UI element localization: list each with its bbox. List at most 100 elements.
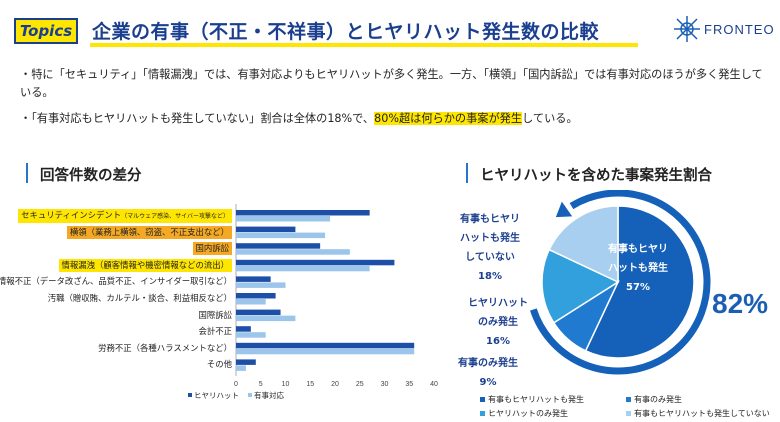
pie-label-yuji-only-value: 9%: [479, 377, 497, 388]
left-section-title: 回答件数の差分: [40, 168, 142, 184]
topics-badge: Topics: [14, 18, 78, 44]
pie-slice-hiyari-only: [541, 248, 620, 324]
bar-category-text: 横領（業務上横領、窃盗、不正支出など）: [69, 226, 229, 237]
bar-category-label: 情報漏洩（顧客情報や機密情報などの流出）: [58, 258, 232, 272]
pie-label-both-value: 57%: [626, 282, 650, 293]
pie-label-neither-value: 18%: [478, 271, 502, 282]
bar-hiyari-0: [236, 210, 370, 216]
right-section-marker: [466, 163, 468, 183]
pie-legend-neither: 有事もヒヤリハットも発生していない: [626, 408, 770, 419]
pie-label-both: 有事もヒヤリ ハットも発生 57%: [608, 240, 668, 297]
pie-label-hiyari-only-line2: のみ発生: [478, 317, 518, 328]
bar-hiyari-9: [236, 359, 256, 365]
bar-yuji-9: [236, 365, 246, 371]
pie-legend-hiyari-only: ヒヤリハットのみ発生: [480, 408, 568, 419]
bar-chart-svg: 0 5 10 15 20 25 30 35 40 ヒヤリハット 有事対応: [188, 204, 438, 400]
slide-title: 企業の有事（不正・不祥事）とヒヤリハット発生数の比較: [92, 21, 600, 43]
bar-category-label: 横領（業務上横領、窃盗、不正支出など）: [66, 225, 232, 239]
bar-category-text: 労務不正（各種ハラスメントなど）: [98, 342, 232, 353]
pie-label-hiyari-only-line1: ヒヤリハット: [468, 298, 528, 309]
bar-legend-swatch: [188, 393, 192, 397]
bar-category-label: 情報不正（データ改ざん、品質不正、インサイダー取引など）: [0, 275, 232, 288]
bar-hiyari-8: [236, 342, 415, 349]
pie-label-hiyari-only-value: 16%: [486, 336, 510, 347]
logo-text: FRONTEO: [704, 22, 775, 37]
bar-x-tick-label: 40: [430, 381, 438, 388]
bar-hiyari-4: [236, 276, 271, 282]
summary-bullets: ・特に「セキュリティ」「情報漏洩」では、有事対応よりもヒヤリハットが多く発生。一…: [20, 66, 765, 136]
bar-yuji-2: [236, 249, 350, 255]
bullet-2-text: ・「有事対応もヒヤリハットも発生していない」割合は全体の18%で、: [20, 112, 375, 125]
bar-hiyari-2: [236, 243, 321, 249]
bullet-2-highlight: 80%超は何らかの事案が発生: [374, 112, 523, 125]
bar-yuji-0: [236, 216, 331, 222]
pie-label-hiyari-only: ヒヤリハット のみ発生 16%: [468, 294, 528, 351]
slide-header: Topics 企業の有事（不正・不祥事）とヒヤリハット発生数の比較 FRONTE…: [0, 0, 780, 54]
right-section-title: ヒヤリハットを含めた事案発生割合: [480, 168, 712, 184]
bar-category-text: 汚職（贈収賄、カルテル・談合、利益相反など）: [47, 293, 232, 303]
pie-label-yuji-only: 有事のみ発生 9%: [458, 354, 518, 392]
pie-label-neither-line2: ハットも発生: [460, 233, 520, 244]
bullet-1-text: ・特に「セキュリティ」「情報漏洩」では、有事対応よりもヒヤリハットが多く発生。一…: [20, 68, 763, 99]
bar-yuji-4: [236, 282, 286, 288]
bar-category-label: 会計不正: [199, 325, 233, 338]
bar-yuji-3: [236, 265, 370, 272]
bar-x-tick-label: 20: [331, 381, 339, 388]
fronteo-logo: FRONTEO: [672, 14, 775, 46]
bar-x-tick-label: 5: [259, 381, 263, 388]
pie-label-neither-line1: 有事もヒヤリ: [460, 214, 520, 225]
bar-yuji-7: [236, 332, 266, 338]
pie-ring-arrow: [530, 190, 711, 375]
pie-ring-arrowhead: [555, 201, 573, 218]
pie-legend-yuji-only-label: 有事のみ発生: [634, 395, 682, 404]
pie-slice-both: [584, 205, 695, 359]
bar-x-tick-label: 10: [282, 381, 290, 388]
bar-category-label: セキュリティインシデント（マルウェア感染、サイバー攻撃など）: [18, 209, 232, 223]
bar-hiyari-3: [236, 259, 395, 266]
pie-legend-neither-label: 有事もヒヤリハットも発生していない: [634, 409, 770, 418]
bar-x-tick-label: 25: [356, 381, 364, 388]
bar-category-label: 国際訴訟: [199, 309, 233, 322]
bar-category-label: その他: [207, 358, 232, 371]
bar-category-text: 国内訴訟: [195, 243, 230, 254]
pie-legend-hiyari-only-label: ヒヤリハットのみ発生: [488, 409, 568, 418]
bar-x-tick-label: 30: [381, 381, 389, 388]
bar-category-text: 情報不正（データ改ざん、品質不正、インサイダー取引など）: [0, 276, 232, 287]
pie-label-neither: 有事もヒヤリ ハットも発生 していない 18%: [460, 210, 520, 286]
total-incident-percent: 82%: [712, 288, 769, 319]
bar-legend-swatch: [248, 393, 252, 397]
bar-category-label: 労務不正（各種ハラスメントなど）: [98, 342, 232, 355]
bar-hiyari-1: [236, 226, 296, 233]
bullet-2: ・「有事対応もヒヤリハットも発生していない」割合は全体の18%で、80%超は何ら…: [20, 110, 765, 128]
bar-category-text: 会計不正: [198, 326, 233, 337]
bar-legend-label: 有事対応: [254, 390, 284, 400]
left-section-marker: [26, 163, 28, 183]
pie-label-yuji-only-line1: 有事のみ発生: [458, 358, 518, 369]
bar-x-tick-label: 35: [405, 381, 413, 388]
bar-hiyari-6: [236, 309, 281, 316]
bar-hiyari-7: [236, 326, 251, 332]
pie-label-both-line1: 有事もヒヤリ: [608, 244, 668, 255]
bar-category-note: （マルウェア感染、サイバー攻撃など）: [121, 213, 229, 220]
bar-yuji-1: [236, 232, 326, 239]
pie-label-neither-line3: していない: [465, 252, 515, 263]
pie-legend-both-label: 有事もヒヤリハットも発生: [488, 395, 584, 404]
legend-swatch-both: [480, 397, 485, 402]
bar-category-label: 国内訴訟: [192, 242, 232, 256]
bar-category-text: その他: [206, 359, 232, 370]
bar-category-text: 情報漏洩（顧客情報や機密情報などの流出）: [61, 259, 230, 270]
pie-slice-neither: [548, 205, 619, 284]
bar-x-tick-label: 0: [234, 381, 238, 388]
bullet-1: ・特に「セキュリティ」「情報漏洩」では、有事対応よりもヒヤリハットが多く発生。一…: [20, 66, 765, 102]
legend-swatch-yuji-only: [626, 397, 631, 402]
bar-yuji-5: [236, 299, 266, 305]
bullet-2-tail: している。: [522, 112, 578, 125]
bar-yuji-6: [236, 315, 296, 322]
fronteo-logo-mark-icon: [674, 16, 700, 42]
pie-label-both-line2: ハットも発生: [608, 263, 668, 274]
legend-swatch-neither: [626, 411, 631, 416]
pie-chart-area: 有事もヒヤリ ハットも発生 57% 有事もヒヤリ ハットも発生 していない 18…: [440, 190, 780, 422]
pie-legend-yuji-only: 有事のみ発生: [626, 394, 682, 405]
legend-swatch-hiyari-only: [480, 411, 485, 416]
bar-legend-label: ヒヤリハット: [194, 391, 239, 400]
